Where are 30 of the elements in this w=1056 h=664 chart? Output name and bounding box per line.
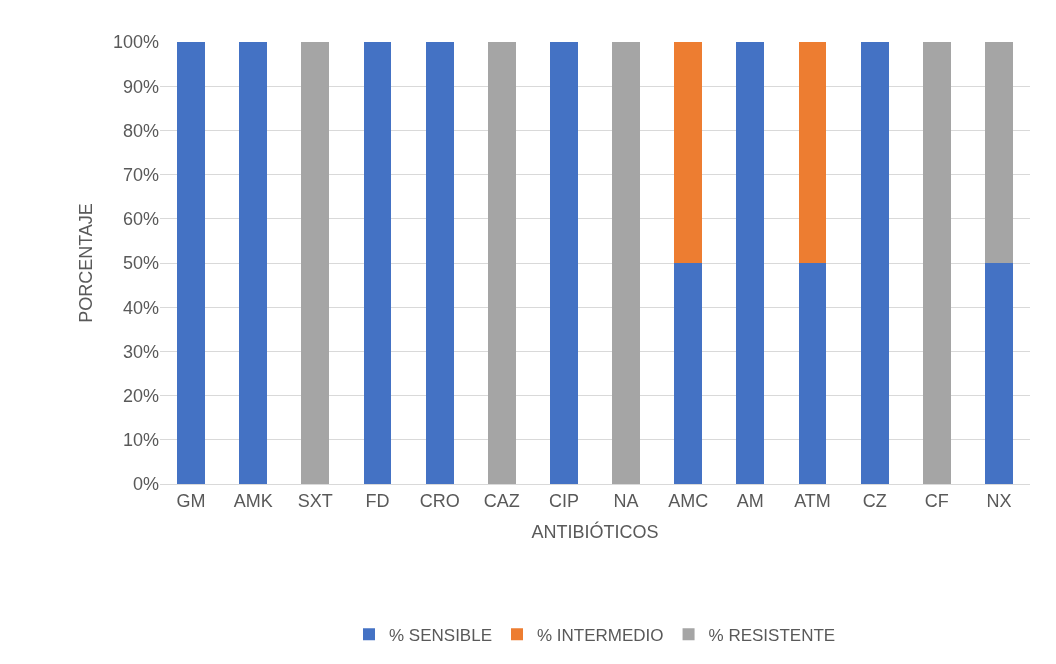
y-tick-label: 40%: [122, 297, 159, 318]
y-tick-label: 50%: [122, 253, 159, 274]
y-tick-label: 20%: [122, 385, 159, 406]
x-tick-label: CRO: [419, 490, 460, 511]
x-tick-label: FD: [365, 490, 390, 511]
x-tick-label: CZ: [862, 490, 887, 511]
legend-label: % INTERMEDIO: [537, 625, 664, 645]
x-tick-label: CIP: [548, 490, 579, 511]
x-tick-label: ATM: [794, 490, 831, 511]
y-tick-label: 90%: [122, 76, 159, 97]
y-tick-label: 0%: [132, 474, 159, 495]
x-tick-label: AMK: [233, 490, 273, 511]
x-tick-label: CAZ: [483, 490, 520, 511]
x-tick-label: NX: [986, 490, 1012, 511]
legend-label: % SENSIBLE: [389, 625, 492, 645]
x-tick-label: GM: [176, 490, 206, 511]
x-tick-label: CF: [924, 490, 949, 511]
x-tick-label: SXT: [297, 490, 333, 511]
y-tick-label: 30%: [122, 341, 159, 362]
y-tick-label: 10%: [122, 430, 159, 451]
y-tick-label: 80%: [122, 120, 159, 141]
y-axis-title: PORCENTAJE: [76, 203, 97, 323]
y-tick-label: 70%: [122, 164, 159, 185]
x-tick-label: AMC: [668, 490, 709, 511]
x-axis-title: ANTIBIÓTICOS: [531, 520, 659, 542]
x-tick-label: AM: [736, 490, 764, 511]
y-tick-label: 100%: [112, 32, 159, 53]
x-tick-label: NA: [613, 490, 639, 511]
y-tick-label: 60%: [122, 209, 159, 230]
legend-label: % RESISTENTE: [708, 625, 836, 645]
